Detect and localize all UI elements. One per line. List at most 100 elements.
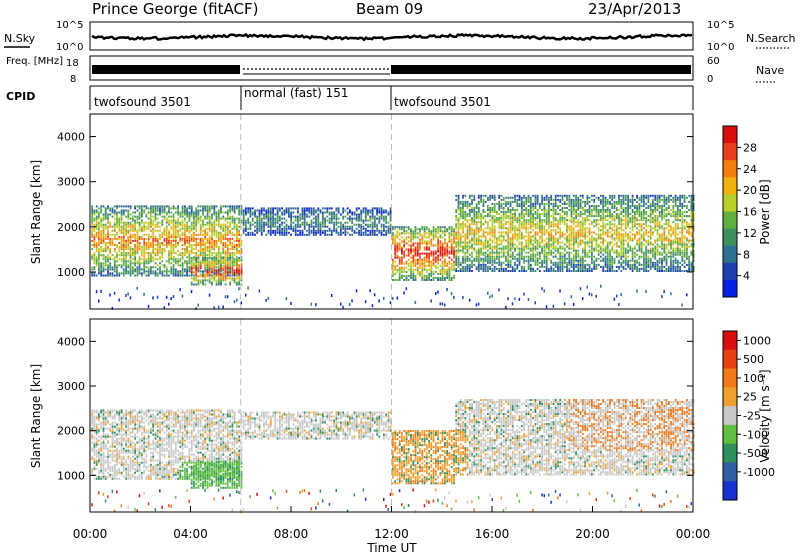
echo-cell <box>362 231 365 234</box>
echo-cell <box>351 219 354 222</box>
echo-cell <box>482 247 485 250</box>
echo-cell <box>303 213 306 216</box>
echo-cell <box>435 252 437 255</box>
echo-cell <box>577 196 580 199</box>
echo-cell <box>464 213 467 216</box>
noise-cell <box>340 302 342 306</box>
echo-cell <box>213 277 216 280</box>
echo-cell <box>204 207 207 210</box>
echo-cell <box>500 270 503 272</box>
echo-cell <box>168 237 170 240</box>
echo-cell <box>425 248 428 251</box>
echo-cell <box>104 248 107 251</box>
echo-cell <box>423 228 426 231</box>
echo-cell <box>572 259 575 262</box>
echo-cell <box>554 205 557 207</box>
echo-cell <box>550 259 553 262</box>
echo-cell <box>425 236 428 239</box>
echo-cell <box>586 196 589 199</box>
echo-cell <box>346 217 349 220</box>
echo-cell <box>136 272 139 275</box>
echo-cell <box>566 239 568 242</box>
echo-cell <box>224 269 227 272</box>
echo-cell <box>577 213 580 216</box>
echo-cell <box>480 227 482 230</box>
echo-cell <box>419 238 421 241</box>
echo-cell <box>403 228 406 231</box>
echo-cell <box>428 260 430 263</box>
echo-cell <box>527 247 530 250</box>
echo-cell <box>93 246 96 248</box>
echo-cell <box>477 207 480 209</box>
echo-cell <box>213 279 216 282</box>
echo-cell <box>224 271 227 274</box>
echo-cell <box>330 217 333 220</box>
echo-cell <box>215 281 218 284</box>
echo-cell <box>423 240 426 243</box>
echo-cell <box>423 252 426 255</box>
echo-cell <box>283 233 286 236</box>
echo-cell <box>545 237 548 240</box>
echo-cell <box>107 237 109 240</box>
echo-cell <box>505 211 507 213</box>
echo-cell <box>568 241 571 244</box>
noise-cell <box>179 288 181 292</box>
echo-cell <box>215 263 218 266</box>
echo-cell <box>186 221 188 224</box>
echo-cell <box>543 265 546 268</box>
echo-cell <box>147 244 150 246</box>
echo-cell <box>170 233 173 236</box>
echo-cell <box>475 205 478 207</box>
echo-cell <box>360 209 363 212</box>
echo-cell <box>324 225 326 228</box>
echo-cell <box>489 265 491 268</box>
echo-cell <box>254 211 256 214</box>
echo-cell <box>523 196 525 199</box>
echo-cell <box>509 270 512 272</box>
echo-cell <box>358 229 360 232</box>
echo-cell <box>595 219 598 222</box>
echo-cell <box>419 246 421 249</box>
echo-cell <box>143 248 146 251</box>
echo-cell <box>525 231 528 234</box>
echo-cell <box>159 225 161 228</box>
echo-cell <box>511 265 514 268</box>
echo-cell <box>197 211 200 214</box>
echo-cell <box>527 243 530 246</box>
echo-cell <box>532 257 534 260</box>
echo-cell <box>563 213 566 216</box>
echo-cell <box>208 219 211 222</box>
echo-cell <box>303 215 306 218</box>
echo-cell <box>129 266 132 269</box>
echo-cell <box>202 259 204 262</box>
echo-cell <box>405 232 408 235</box>
echo-cell <box>197 205 200 208</box>
echo-cell <box>186 227 188 230</box>
echo-cell <box>439 264 442 267</box>
echo-cell <box>484 235 487 238</box>
echo-cell <box>550 233 553 236</box>
noise-cell <box>581 297 584 301</box>
echo-cell <box>197 263 200 266</box>
echo-cell <box>468 231 471 234</box>
echo-cell <box>588 267 591 270</box>
echo-cell <box>188 211 191 214</box>
noise-cell <box>489 295 491 299</box>
echo-cell <box>441 266 444 269</box>
echo-cell <box>213 205 216 208</box>
echo-cell <box>575 209 577 211</box>
echo-cell <box>213 244 216 246</box>
echo-cell <box>195 273 198 276</box>
echo-cell <box>129 254 132 257</box>
echo-cell <box>498 253 501 256</box>
echo-cell <box>523 223 525 226</box>
echo-cell <box>425 254 428 257</box>
echo-cell <box>505 267 507 270</box>
echo-cell <box>222 262 225 265</box>
echo-cell <box>211 244 213 246</box>
echo-cell <box>222 227 225 230</box>
echo-cell <box>290 233 292 236</box>
echo-cell <box>367 211 369 214</box>
echo-cell <box>536 215 539 218</box>
echo-cell <box>378 211 381 214</box>
